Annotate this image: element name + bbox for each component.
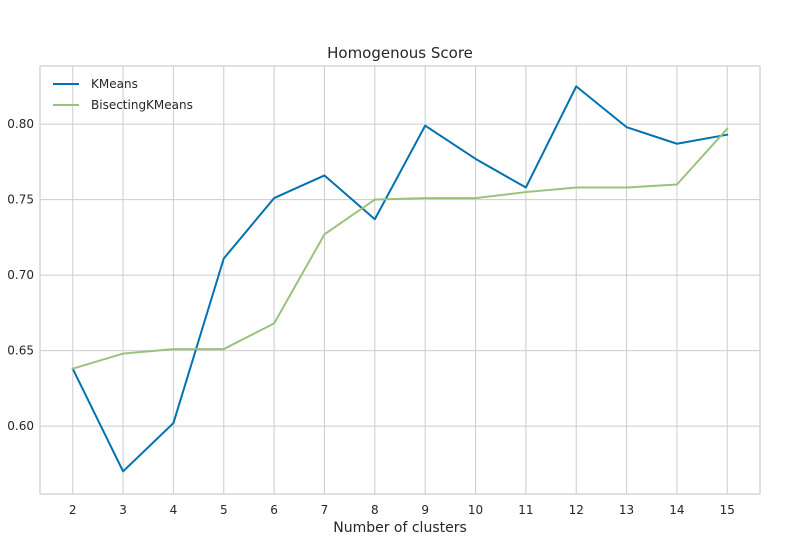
x-tick-label: 11 bbox=[518, 503, 533, 517]
x-tick-label: 6 bbox=[270, 503, 278, 517]
x-tick-label: 2 bbox=[69, 503, 77, 517]
y-tick-label: 0.80 bbox=[7, 117, 34, 131]
x-tick-label: 10 bbox=[468, 503, 483, 517]
x-tick-label: 8 bbox=[371, 503, 379, 517]
legend: KMeans BisectingKMeans bbox=[53, 77, 193, 112]
x-tick-label: 5 bbox=[220, 503, 228, 517]
grid-lines bbox=[40, 66, 760, 494]
y-tick-label: 0.60 bbox=[7, 419, 34, 433]
series-lines bbox=[71, 85, 729, 473]
x-tick-label: 12 bbox=[569, 503, 584, 517]
x-tick-label: 9 bbox=[421, 503, 429, 517]
x-tick-label: 3 bbox=[119, 503, 127, 517]
chart-title: Homogenous Score bbox=[327, 44, 473, 62]
series-line-kmeans bbox=[71, 85, 729, 473]
x-tick-label: 7 bbox=[321, 503, 329, 517]
tick-labels: 2 3 4 5 6 7 8 9 10 11 12 13 14 15 0.60 0.65 0.70 0.75 0.80 bbox=[7, 117, 735, 517]
y-tick-label: 0.65 bbox=[7, 344, 34, 358]
x-tick-label: 13 bbox=[619, 503, 634, 517]
x-axis-label: Number of clusters bbox=[333, 520, 467, 536]
x-tick-label: 14 bbox=[669, 503, 684, 517]
legend-label: KMeans bbox=[91, 77, 138, 91]
plot-frame bbox=[39, 65, 761, 495]
y-tick-label: 0.75 bbox=[7, 193, 34, 207]
y-tick-label: 0.70 bbox=[7, 268, 34, 282]
legend-label: BisectingKMeans bbox=[91, 98, 193, 112]
x-tick-label: 15 bbox=[720, 503, 735, 517]
series-line-bisectingkmeans bbox=[71, 127, 729, 370]
x-tick-label: 4 bbox=[170, 503, 178, 517]
